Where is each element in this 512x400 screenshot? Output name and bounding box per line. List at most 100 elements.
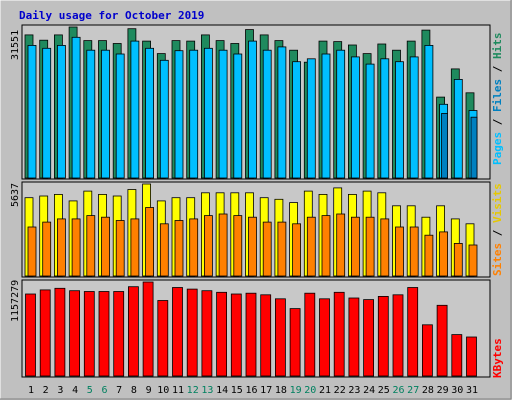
sites-bar	[424, 234, 434, 277]
legend-kbytes: KBytes	[491, 338, 504, 378]
legend-separator: /	[491, 223, 504, 243]
sites-bar	[409, 226, 419, 277]
hits-panel-legend: Pages / Files / Hits	[491, 33, 504, 166]
legend-hits: Hits	[491, 33, 504, 60]
pages-bar	[441, 113, 449, 179]
kbytes-bar	[127, 286, 139, 377]
files-bar	[130, 40, 140, 179]
legend-files: Files	[491, 79, 504, 112]
kbytes-bar	[466, 336, 477, 377]
files-bar	[145, 47, 155, 179]
sites-bar	[292, 223, 302, 277]
sites-bar	[350, 216, 360, 277]
kbytes-bar	[392, 294, 404, 377]
kbytes-bar	[39, 289, 51, 377]
kbytes-bar	[186, 288, 198, 377]
sites-bar	[365, 216, 375, 277]
kbytes-bar	[377, 295, 389, 377]
kbytes-bar	[230, 293, 242, 377]
files-bar	[336, 49, 346, 179]
sites-bar	[130, 218, 140, 277]
x-tick-label: 18	[275, 385, 287, 396]
files-bar	[262, 49, 272, 179]
sites-bar	[145, 207, 155, 277]
x-tick-label: 23	[348, 385, 360, 396]
files-bar	[86, 49, 96, 179]
files-bar	[218, 49, 228, 179]
kbytes-bar	[333, 291, 345, 377]
x-tick-label: 30	[451, 385, 463, 396]
kbytes-bar	[216, 291, 228, 377]
x-tick-label: 25	[378, 385, 390, 396]
pages-bar	[470, 116, 478, 179]
x-tick-label: 3	[57, 385, 63, 396]
sites-bar	[42, 221, 52, 277]
files-bar	[350, 56, 360, 179]
visits-ymax-label: 5637	[10, 183, 21, 207]
x-tick-label: 1	[28, 385, 34, 396]
kbytes-bar	[319, 298, 330, 377]
files-bar	[203, 47, 213, 179]
files-bar	[453, 79, 463, 179]
sites-bar	[262, 221, 272, 277]
legend-separator: /	[491, 59, 504, 79]
x-tick-label: 10	[157, 385, 169, 396]
legend-separator: /	[491, 112, 504, 132]
kbytes-bar	[436, 304, 448, 377]
sites-bar	[174, 220, 184, 277]
x-tick-label: 28	[422, 385, 434, 396]
files-bar	[321, 53, 331, 179]
files-bar	[42, 47, 52, 179]
sites-bar	[248, 216, 257, 277]
files-bar	[292, 61, 302, 179]
sites-bar	[321, 215, 331, 277]
x-tick-label: 5	[87, 385, 93, 396]
legend-visits: Visits	[491, 183, 504, 223]
files-bar	[233, 53, 243, 179]
kbytes-bar	[363, 299, 375, 377]
x-tick-label: 7	[116, 385, 122, 396]
files-bar	[395, 61, 404, 179]
kbytes-bar	[69, 290, 80, 377]
sites-bar	[71, 218, 81, 277]
files-bar	[380, 58, 390, 179]
files-bar	[174, 50, 184, 179]
kbytes-bar	[25, 293, 36, 377]
files-bar	[71, 36, 81, 179]
chart-title: Daily usage for October 2019	[19, 9, 204, 22]
x-tick-label: 16	[245, 385, 257, 396]
sites-bar	[336, 213, 346, 277]
kbytes-bar	[451, 334, 463, 377]
x-tick-label: 13	[201, 385, 213, 396]
x-tick-label: 4	[72, 385, 78, 396]
x-tick-label: 6	[101, 385, 107, 396]
files-bar	[189, 49, 199, 179]
x-tick-label: 12	[187, 385, 199, 396]
sites-bar	[395, 226, 404, 277]
kbytes-bar	[142, 281, 154, 377]
x-tick-label: 15	[231, 385, 243, 396]
sites-bar	[115, 220, 125, 277]
sites-bar	[468, 244, 478, 277]
kbytes-bar	[245, 292, 257, 377]
legend-sites: Sites	[491, 243, 504, 276]
files-bar	[101, 49, 110, 179]
x-tick-label: 21	[319, 385, 331, 396]
sites-bar	[218, 213, 228, 277]
files-bar	[27, 45, 37, 179]
kbytes-bar	[304, 292, 316, 377]
x-tick-label: 9	[146, 385, 152, 396]
kbytes-bar	[348, 297, 360, 377]
legend-pages: Pages	[491, 132, 504, 165]
visits-panel-legend: Sites / Visits	[491, 183, 504, 276]
files-bar	[424, 45, 434, 179]
kbytes-bar	[98, 291, 110, 377]
files-bar	[57, 45, 66, 179]
files-bar	[306, 58, 316, 179]
kbytes-bar	[83, 291, 95, 377]
sites-bar	[306, 216, 316, 277]
x-tick-label: 27	[407, 385, 419, 396]
x-tick-label: 14	[216, 385, 228, 396]
x-tick-label: 29	[437, 385, 449, 396]
